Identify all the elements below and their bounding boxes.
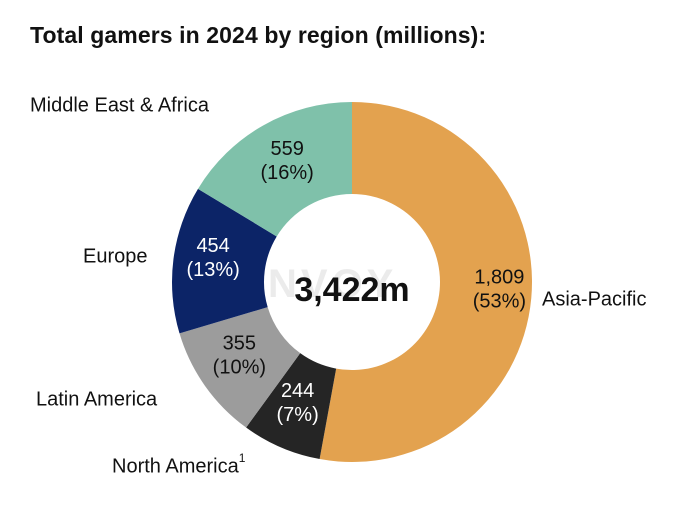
total-label: 3,422m: [294, 271, 409, 309]
chart-title: Total gamers in 2024 by region (millions…: [30, 22, 487, 48]
category-label-europe: Europe: [83, 245, 148, 267]
data-label-latin-america: 355 (10%): [213, 333, 266, 379]
slice-middle-east-and-africa: [197, 102, 352, 237]
value-label: 244: [281, 380, 314, 402]
value-label: 355: [223, 333, 256, 355]
slice-europe: [172, 188, 277, 334]
value-label: 454: [196, 235, 229, 257]
value-label: 559: [270, 138, 303, 160]
footnote-marker: 1: [239, 451, 246, 465]
slice-latin-america: [179, 307, 301, 428]
percent-label: (16%): [260, 162, 313, 184]
category-label-middle-east-and-africa: Middle East & Africa: [30, 94, 210, 116]
category-label-latin-america: Latin America: [36, 388, 158, 410]
data-label-north-america: 244 (7%): [277, 380, 319, 426]
data-label-europe: 454 (13%): [186, 235, 239, 281]
value-label: 1,809: [474, 266, 524, 288]
category-label-north-america: North America1: [112, 451, 246, 477]
slice-asia-pacific: [319, 102, 532, 462]
category-label-asia-pacific: Asia-Pacific: [542, 288, 646, 310]
data-label-asia-pacific: 1,809 (53%): [473, 266, 526, 312]
percent-label: (53%): [473, 290, 526, 312]
percent-label: (13%): [186, 259, 239, 281]
data-label-middle-east-and-africa: 559 (16%): [260, 138, 313, 184]
slice-north-america: [246, 353, 337, 460]
percent-label: (10%): [213, 357, 266, 379]
percent-label: (7%): [277, 404, 319, 426]
